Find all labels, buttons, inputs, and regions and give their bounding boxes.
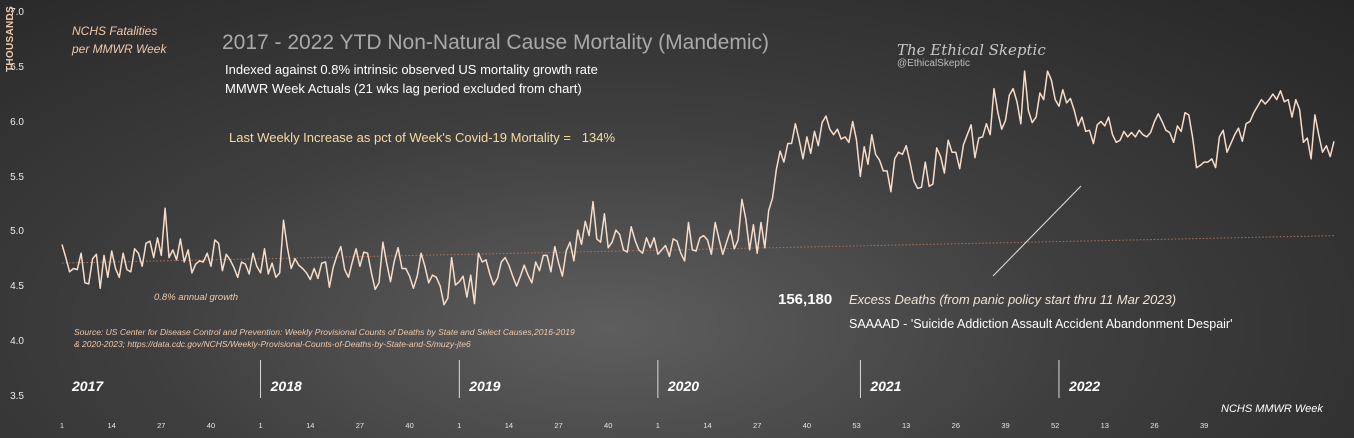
series-line [61, 70, 1335, 306]
trend-line [61, 235, 1335, 264]
x-tick-label: 14 [703, 421, 712, 430]
x-tick-label: 40 [802, 421, 812, 430]
x-tick-label: 26 [951, 421, 960, 430]
y-tick-label: 6.5 [10, 61, 24, 73]
x-tick-label: 39 [1199, 421, 1209, 430]
year-label: 2020 [667, 378, 700, 394]
y-tick-label: 5.5 [10, 171, 24, 183]
year-label: 2019 [469, 378, 501, 394]
x-tick-label: 27 [157, 421, 166, 430]
chart-title: 2017 - 2022 YTD Non-Natural Cause Mortal… [222, 31, 770, 54]
excess-deaths-text: Excess Deaths (from panic policy start t… [849, 292, 1177, 307]
year-dividers [260, 360, 1060, 398]
x-tick-label: 26 [1150, 421, 1159, 430]
x-tick-label: 1 [457, 421, 462, 430]
x-tick-label: 14 [504, 421, 514, 430]
x-tick-label: 39 [1001, 421, 1010, 430]
source-note: Source: US Center for Disease Control an… [74, 326, 575, 350]
x-tick-label: 27 [753, 421, 762, 430]
x-tick-label: 40 [206, 421, 216, 430]
y-tick-label: 4.0 [10, 336, 24, 348]
brand-name: The Ethical Skeptic [897, 41, 1046, 59]
x-tick-label: 40 [405, 421, 414, 430]
x-tick-label: 52 [1050, 421, 1060, 430]
source-line-1: Source: US Center for Disease Control an… [74, 327, 575, 337]
x-tick-label: 14 [107, 421, 116, 430]
x-tick-label: 13 [1100, 421, 1109, 430]
chart-subtitle-1: Indexed against 0.8% intrinsic observed … [225, 62, 598, 77]
x-tick-label: 27 [355, 421, 365, 430]
year-label: 2017 [72, 378, 104, 394]
y-tick-label: 4.5 [10, 281, 24, 293]
x-axis-label: NCHS MMWR Week [1221, 403, 1323, 415]
y-tick-label: 7.0 [10, 7, 24, 18]
x-tick-label: 13 [902, 421, 911, 430]
source-line-2: & 2020-2023; https://data.cdc.gov/NCHS/W… [74, 339, 471, 349]
covid-increase-note: Last Weekly Increase as pct of Week's Co… [229, 130, 616, 145]
series-label-line-1: NCHS Fatalities [72, 24, 158, 38]
year-label: 2021 [870, 378, 902, 394]
trend-group [61, 235, 1335, 264]
series-group [61, 70, 1335, 306]
y-tick-label: 5.0 [10, 226, 24, 238]
x-tick-label: 27 [554, 421, 563, 430]
year-label: 2022 [1068, 378, 1101, 394]
y-tick-label: 6.0 [10, 116, 24, 128]
x-tick-label: 40 [604, 421, 613, 430]
year-label: 2018 [270, 378, 302, 394]
x-tick-label: 1 [655, 421, 660, 430]
series-label: NCHS Fatalities per MMWR Week [72, 22, 166, 58]
x-tick-label: 1 [59, 421, 65, 430]
excess-deaths-number: 156,180 [778, 291, 833, 308]
brand-handle: @EthicalSkeptic [897, 58, 970, 69]
x-tick-label: 14 [306, 421, 315, 430]
series-label-line-2: per MMWR Week [72, 42, 167, 56]
y-tick-label: 3.5 [10, 391, 24, 402]
x-tick-label: 1 [258, 421, 263, 430]
saaaad-note: SAAAAD - 'Suicide Addiction Assault Acci… [849, 317, 1233, 331]
x-tick-label: 53 [852, 421, 861, 430]
annotation-pointer [992, 185, 1082, 277]
annotation-group [992, 185, 1082, 277]
trend-label: 0.8% annual growth [154, 292, 238, 303]
chart-subtitle-2: MMWR Week Actuals (21 wks lag period exc… [225, 81, 582, 96]
